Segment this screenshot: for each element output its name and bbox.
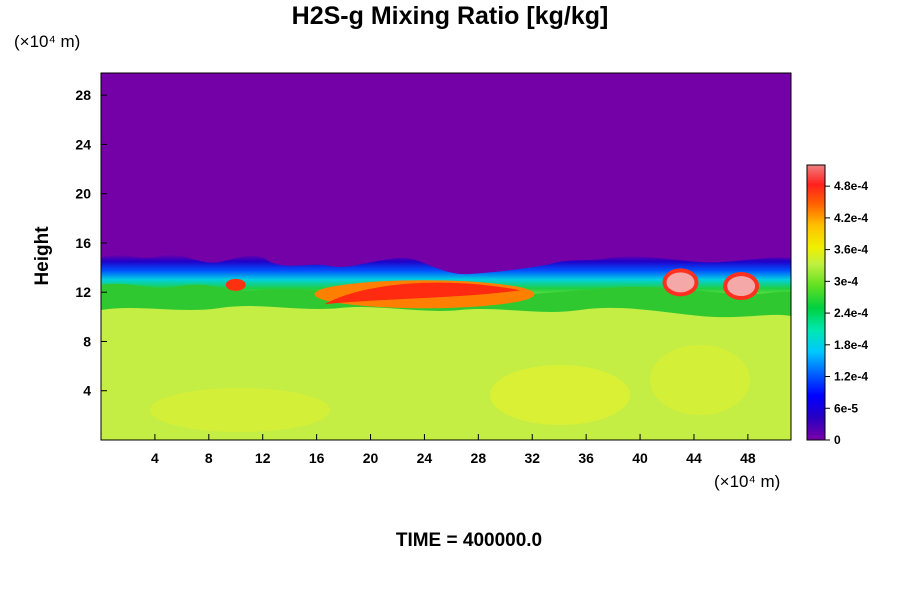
colorbar-tick-label: 2.4e-4 [834, 306, 868, 320]
plot-frame [100, 72, 792, 441]
colorbar-tick-label: 3.6e-4 [834, 243, 868, 257]
heatmap-field [101, 73, 791, 440]
colorbar-tick-label: 4.2e-4 [834, 211, 868, 225]
chart-title: H2S-g Mixing Ratio [kg/kg] [291, 2, 609, 30]
colorbar [806, 164, 826, 441]
x-tick-label: 44 [686, 450, 702, 466]
yellow-patch [650, 345, 750, 415]
x-tick-label: 20 [363, 450, 379, 466]
y-tick-label: 4 [83, 383, 91, 399]
y-axis: 4 8 12 16 20 24 28 [75, 87, 107, 399]
y-tick-label: 24 [75, 136, 91, 152]
hot-spot [666, 272, 695, 293]
colorbar-tick-label: 0 [834, 433, 841, 447]
y-tick-label: 12 [75, 284, 91, 300]
x-tick-label: 36 [578, 450, 594, 466]
x-tick-label: 4 [151, 450, 159, 466]
colorbar-ticks: 0 6e-5 1.2e-4 1.8e-4 2.4e-4 3e-4 3.6e-4 4.2e-4 4… [825, 179, 868, 447]
colorbar-tick-label: 4.8e-4 [834, 179, 868, 193]
y-axis-unit: (×10⁴ m) [14, 32, 81, 51]
y-tick-label: 16 [75, 235, 91, 251]
hot-spot [324, 282, 521, 305]
y-tick-label: 28 [75, 87, 91, 103]
x-tick-label: 40 [632, 450, 648, 466]
x-tick-label: 12 [255, 450, 271, 466]
x-tick-label: 28 [471, 450, 487, 466]
x-axis-unit: (×10⁴ m) [714, 472, 781, 491]
hot-spot [225, 278, 246, 291]
colorbar-tick-label: 1.8e-4 [834, 338, 868, 352]
x-tick-label: 48 [740, 450, 756, 466]
y-tick-label: 20 [75, 186, 91, 202]
x-axis: 4 8 12 16 20 24 28 32 36 40 44 48 [151, 434, 756, 466]
colorbar-tick-label: 1.2e-4 [834, 370, 868, 384]
x-tick-label: 8 [205, 450, 213, 466]
yellow-patch [150, 388, 330, 432]
x-tick-label: 32 [524, 450, 540, 466]
x-tick-label: 24 [417, 450, 433, 466]
colorbar-tick-label: 6e-5 [834, 401, 858, 415]
colorbar-tick-label: 3e-4 [834, 274, 858, 288]
time-label: TIME = 400000.0 [395, 530, 543, 551]
yellow-patch [490, 365, 630, 425]
y-tick-label: 8 [83, 333, 91, 349]
x-tick-label: 16 [309, 450, 325, 466]
hot-spot [727, 276, 756, 297]
